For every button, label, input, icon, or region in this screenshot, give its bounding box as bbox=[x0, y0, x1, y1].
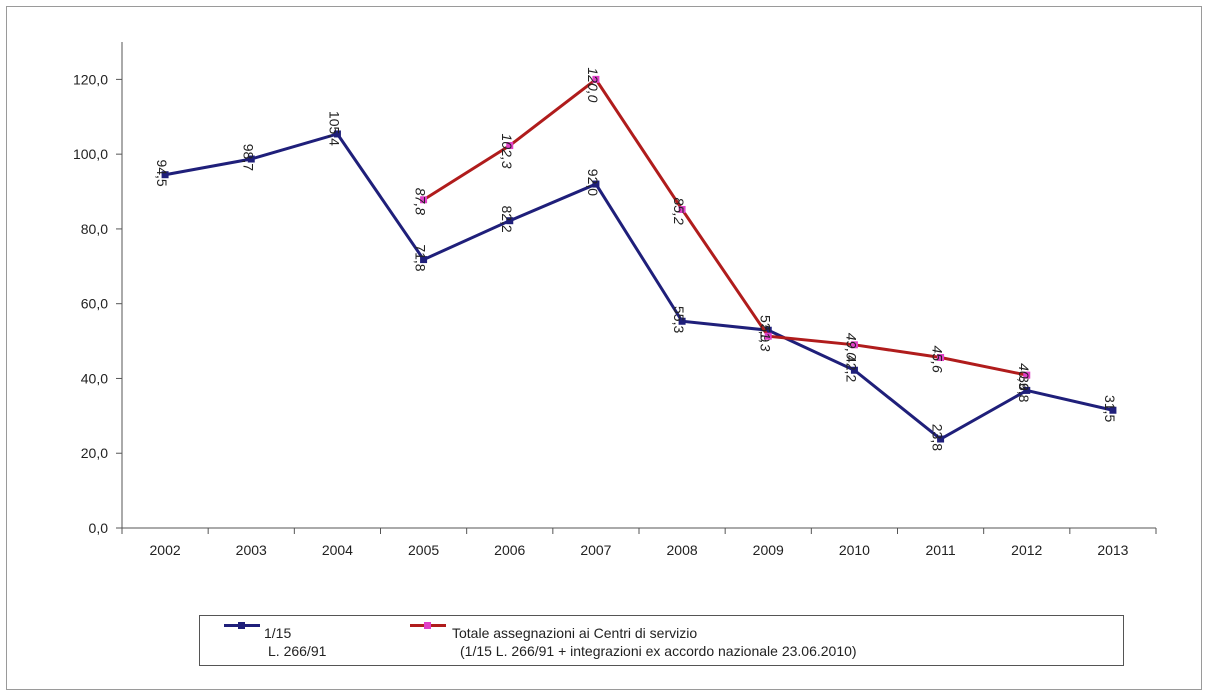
data-point-series-1 bbox=[764, 326, 772, 334]
legend-line-series-1 bbox=[224, 622, 260, 629]
data-point-series-2 bbox=[937, 354, 945, 362]
data-point-series-1 bbox=[850, 366, 858, 374]
y-tick-label: 0,0 bbox=[89, 520, 109, 536]
chart-frame bbox=[6, 6, 1202, 690]
y-tick-label: 80,0 bbox=[81, 221, 108, 237]
data-label-series-1: 23,8 bbox=[930, 424, 946, 451]
data-point-series-1 bbox=[247, 155, 255, 163]
legend-series-1-name: 1/15 bbox=[264, 625, 292, 641]
legend-series-2-name: Totale assegnazioni ai Centri di servizi… bbox=[452, 625, 698, 641]
x-tick-label: 2004 bbox=[322, 542, 353, 558]
data-point-series-1 bbox=[592, 180, 600, 188]
data-label-series-2: 45,6 bbox=[930, 346, 946, 373]
data-label-series-1: 98,7 bbox=[240, 144, 256, 171]
data-label-series-1: 31,5 bbox=[1102, 395, 1118, 422]
x-tick-label: 2013 bbox=[1097, 542, 1128, 558]
data-label-series-2: 102,3 bbox=[499, 134, 515, 169]
legend-label-series-1: 1/15 L. 266/91 bbox=[264, 624, 326, 660]
data-label-series-1: 71,8 bbox=[413, 244, 429, 271]
legend-series-2-subtitle: (1/15 L. 266/91 + integrazioni ex accord… bbox=[460, 643, 857, 659]
data-point-series-2 bbox=[1023, 371, 1031, 379]
data-label-series-1: 42,2 bbox=[843, 355, 859, 382]
data-point-series-2 bbox=[592, 75, 600, 83]
legend-series-1-subtitle: L. 266/91 bbox=[268, 643, 327, 659]
data-point-series-2 bbox=[850, 341, 858, 349]
data-point-series-1 bbox=[333, 130, 341, 138]
legend: 1/15 L. 266/91 Totale assegnazioni ai Ce… bbox=[199, 615, 1124, 666]
x-tick-label: 2005 bbox=[408, 542, 439, 558]
data-point-series-2 bbox=[678, 205, 686, 213]
x-tick-label: 2003 bbox=[236, 542, 267, 558]
data-label-series-2: 87,8 bbox=[413, 188, 429, 215]
x-tick-label: 2008 bbox=[667, 542, 698, 558]
data-label-series-1: 55,3 bbox=[671, 306, 687, 333]
data-label-series-2: 40,9 bbox=[1016, 363, 1032, 390]
x-tick-label: 2012 bbox=[1011, 542, 1042, 558]
data-label-series-2: 85,2 bbox=[671, 197, 687, 224]
data-point-series-2 bbox=[420, 196, 428, 204]
data-label-series-1: 94,5 bbox=[154, 159, 170, 186]
data-label-series-1: 82,2 bbox=[499, 205, 515, 232]
data-label-series-1: 105,4 bbox=[326, 111, 342, 146]
legend-marker-series-1 bbox=[238, 622, 245, 629]
y-tick-label: 40,0 bbox=[81, 370, 108, 386]
data-point-series-2 bbox=[506, 142, 514, 150]
data-point-series-1 bbox=[506, 217, 514, 225]
data-label-series-1: 36,8 bbox=[1016, 375, 1032, 402]
data-point-series-1 bbox=[937, 435, 945, 443]
y-tick-label: 100,0 bbox=[73, 146, 108, 162]
x-tick-label: 2002 bbox=[150, 542, 181, 558]
data-point-series-1 bbox=[678, 317, 686, 325]
legend-line-series-2 bbox=[410, 622, 446, 629]
y-tick-label: 60,0 bbox=[81, 296, 108, 312]
data-point-series-1 bbox=[1023, 386, 1031, 394]
x-tick-label: 2011 bbox=[926, 542, 956, 558]
legend-marker-series-2 bbox=[424, 622, 431, 629]
series-line-1 bbox=[164, 132, 1114, 441]
data-point-series-1 bbox=[161, 171, 169, 179]
y-tick-label: 120,0 bbox=[73, 71, 108, 87]
series-line-2 bbox=[422, 77, 1028, 377]
data-point-series-1 bbox=[420, 256, 428, 264]
legend-label-series-2: Totale assegnazioni ai Centri di servizi… bbox=[452, 624, 857, 660]
data-label-series-2: 51,3 bbox=[757, 324, 773, 351]
data-label-series-1: 92,0 bbox=[585, 169, 601, 196]
data-point-series-1 bbox=[1109, 406, 1117, 414]
x-tick-label: 2007 bbox=[580, 542, 611, 558]
y-tick-label: 20,0 bbox=[81, 445, 108, 461]
data-label-series-2: 120,0 bbox=[585, 67, 601, 102]
data-label-series-2: 49,0 bbox=[843, 333, 859, 360]
x-tick-label: 2009 bbox=[753, 542, 784, 558]
data-point-series-2 bbox=[764, 332, 772, 340]
x-tick-label: 2006 bbox=[494, 542, 525, 558]
x-tick-label: 2010 bbox=[839, 542, 870, 558]
line-chart: 0,0 20,0 40,0 60,0 80,0 100,0 120,0 2002 2003 200… bbox=[73, 42, 1157, 558]
